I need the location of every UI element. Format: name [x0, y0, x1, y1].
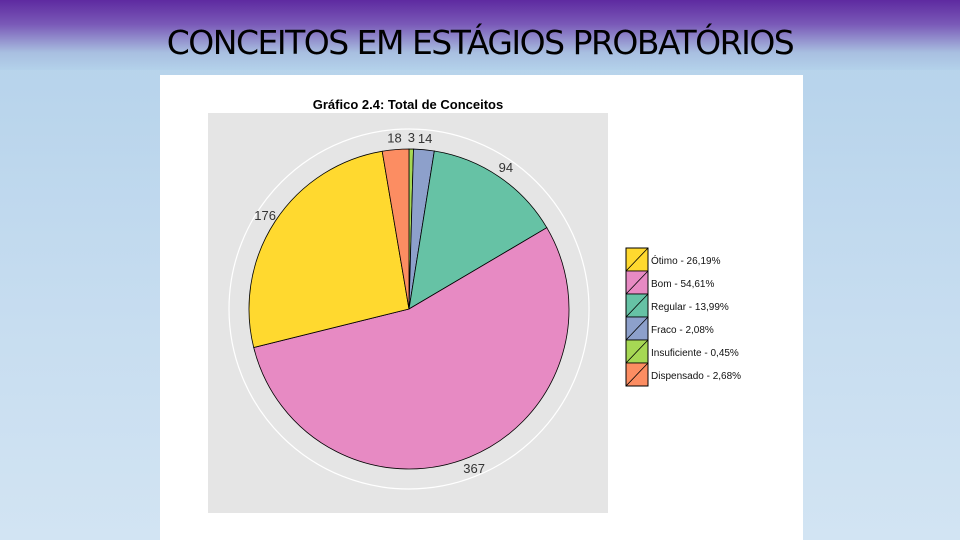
chart-title: Gráfico 2.4: Total de Conceitos — [313, 97, 503, 112]
legend: Ótimo - 26,19% Bom - 54,61% Regular - 13,9… — [625, 247, 741, 387]
legend-label-fraco: Fraco - 2,08% — [651, 325, 714, 336]
data-label-insuficiente: 3 — [408, 130, 415, 145]
legend-key-diagonal — [625, 270, 649, 295]
pie-slice-bom — [253, 227, 570, 470]
legend-label-insuficiente: Insuficiente - 0,45% — [651, 348, 739, 359]
legend-key-diagonal — [625, 339, 649, 364]
legend-key-diagonal — [625, 316, 649, 341]
title-band — [0, 0, 960, 70]
pie-slice-otimo — [248, 150, 410, 348]
data-label-otimo: 176 — [254, 208, 276, 223]
pie-slice-dispensado — [381, 148, 410, 310]
legend-label-dispensado: Dispensado - 2,68% — [651, 371, 741, 382]
legend-label-otimo: Ótimo - 26,19% — [651, 254, 721, 267]
data-label-fraco: 14 — [418, 131, 432, 146]
pie-slices — [248, 148, 570, 470]
data-label-regular: 94 — [499, 160, 513, 175]
legend-key-diagonal — [625, 293, 649, 318]
legend-label-bom: Bom - 54,61% — [651, 279, 714, 290]
polar-gridline — [228, 128, 590, 490]
legend-key-diagonal — [625, 247, 649, 272]
legend-frame — [625, 247, 649, 387]
legend-key-diagonal — [625, 362, 649, 387]
chart-panel: Gráfico 2.4: Total de Conceitos 3 14 94 367… — [160, 75, 803, 540]
slide-title: CONCEITOS EM ESTÁGIOS PROBATÓRIOS — [166, 23, 795, 62]
data-label-bom: 367 — [463, 461, 485, 476]
data-label-dispensado: 18 — [387, 131, 401, 146]
pie-chart: Gráfico 2.4: Total de Conceitos 3 14 94 367… — [208, 97, 741, 513]
pie-labels: 3 14 94 367 176 18 — [254, 130, 513, 476]
legend-label-regular: Regular - 13,99% — [651, 302, 729, 313]
pie-slice-regular — [408, 150, 548, 310]
